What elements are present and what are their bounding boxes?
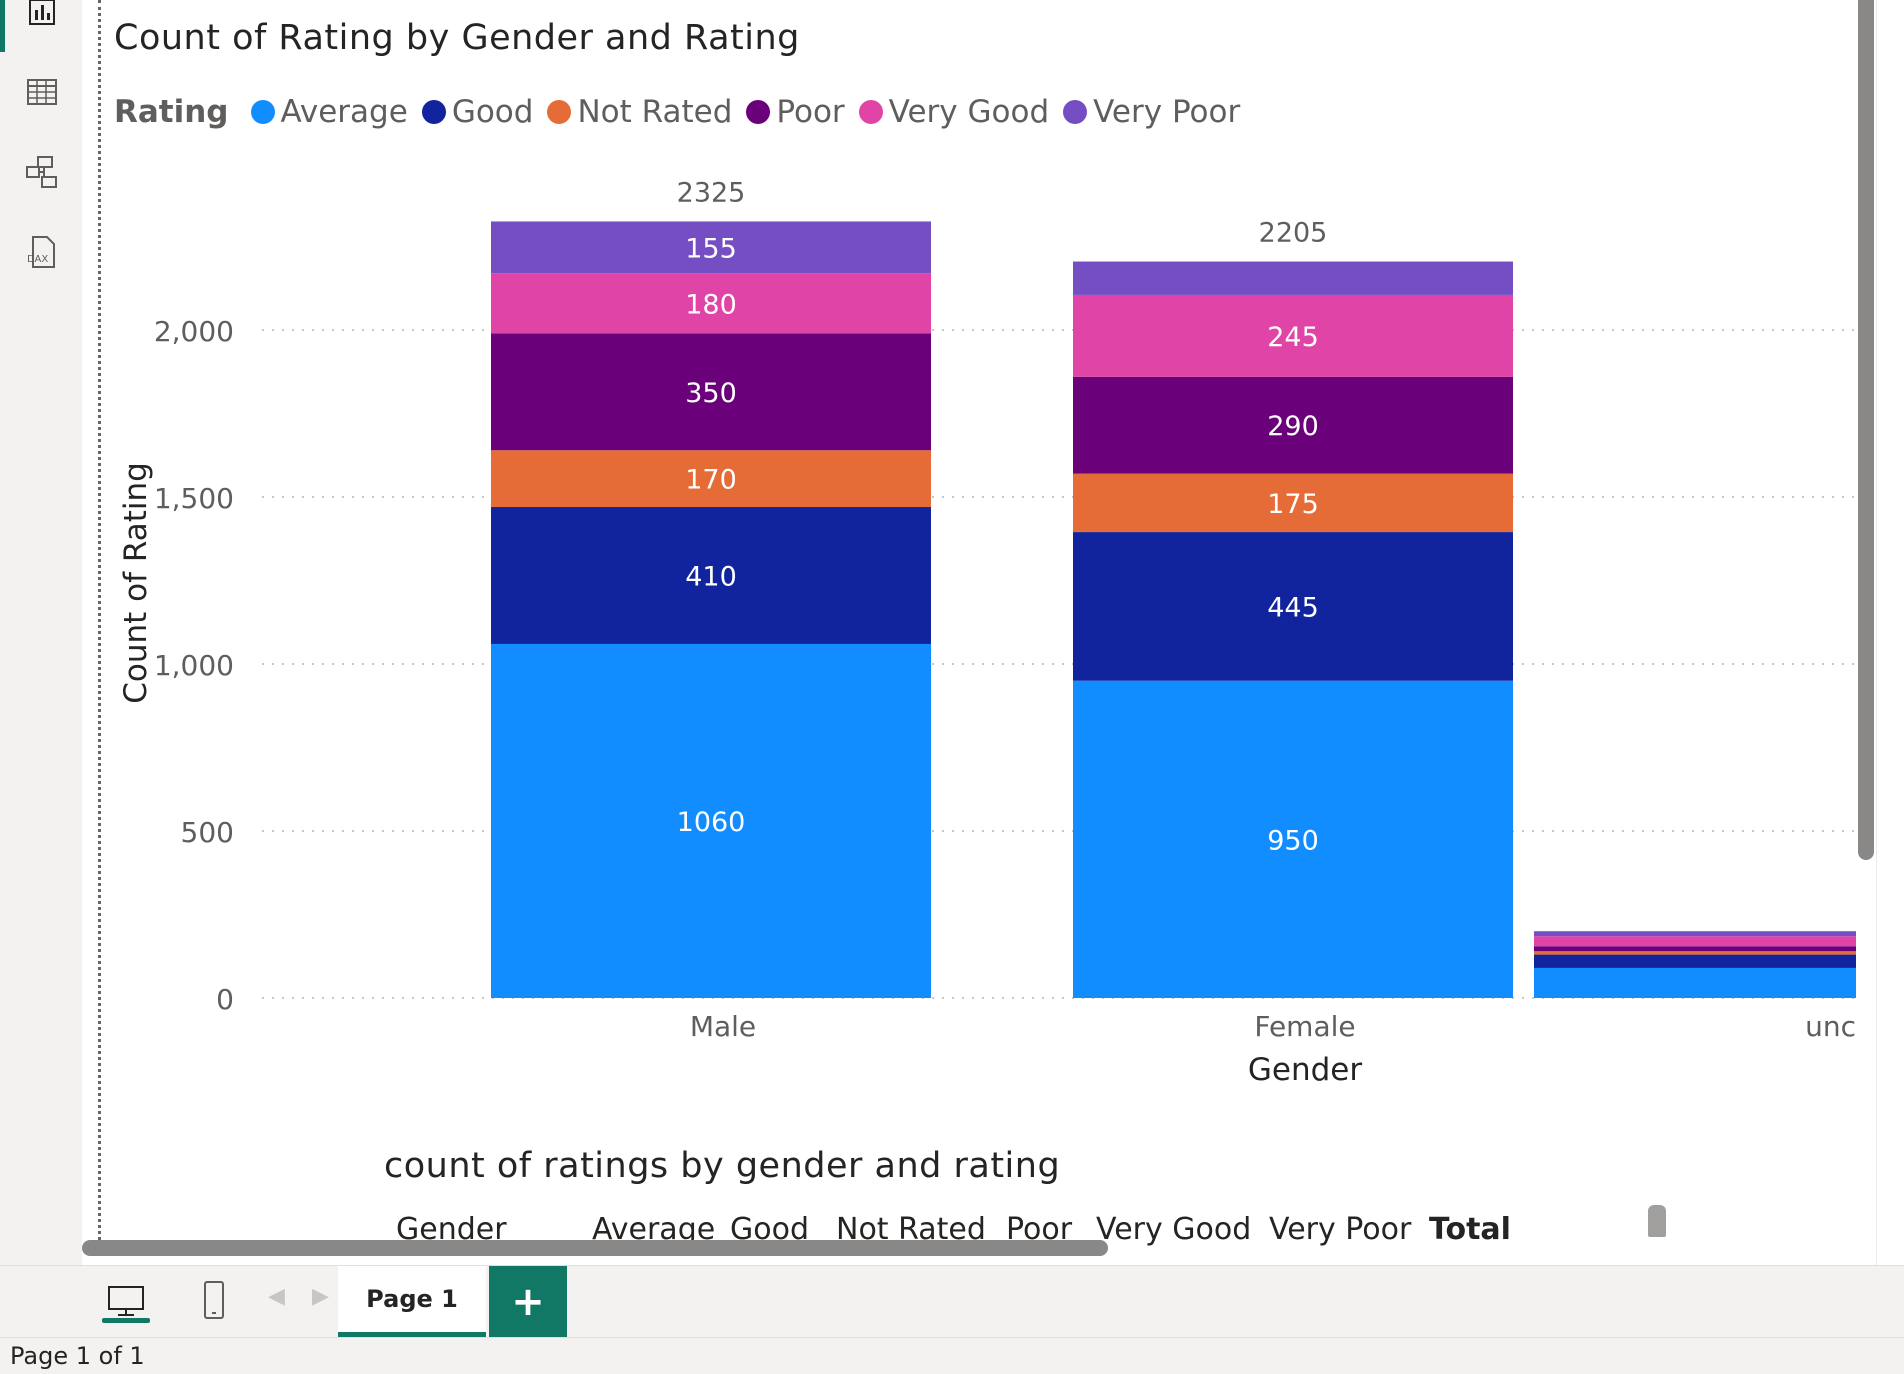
legend-dot-icon [421, 100, 446, 124]
bar-segment [1534, 946, 1856, 952]
legend-item-poor[interactable]: Poor [746, 94, 845, 130]
bar-segment [1534, 967, 1856, 998]
table-scrollbar[interactable] [1648, 1205, 1666, 1237]
desktop-layout-indicator [102, 1318, 150, 1323]
dax-query-icon[interactable]: DAX [20, 230, 64, 274]
legend-title: Rating [114, 94, 229, 130]
bar-segment [1073, 532, 1513, 681]
bar-data-label: 175 [1267, 489, 1319, 520]
y-tick-label: 500 [181, 816, 234, 849]
legend-item-not-rated[interactable]: Not Rated [547, 94, 732, 130]
bar-segment [1534, 931, 1856, 937]
bar-data-label: 170 [685, 465, 737, 496]
legend-item-label: Not Rated [577, 94, 733, 130]
legend-item-average[interactable]: Average [250, 94, 408, 130]
bar-segment [491, 221, 931, 274]
report-view-icon[interactable] [20, 0, 64, 36]
bar-segment [491, 643, 931, 998]
bar-segment [491, 273, 931, 334]
table-title: count of ratings by gender and rating [384, 1146, 1061, 1186]
status-bar: Page 1 of 1 [0, 1337, 1904, 1374]
bar-total-label: 2205 [1259, 218, 1328, 249]
bar-segment [1073, 376, 1513, 474]
bar-segment [491, 507, 931, 644]
legend-dot-icon [547, 100, 572, 124]
y-tick-label: 1,500 [154, 482, 234, 515]
previous-page-arrow-icon[interactable]: ◀ [268, 1284, 285, 1309]
legend-dot-icon [858, 100, 883, 124]
bar-data-label: 1060 [677, 807, 746, 838]
add-page-button[interactable]: + [489, 1266, 567, 1338]
legend-dot-icon [746, 100, 771, 124]
report-canvas [82, 0, 1904, 1265]
legend-dot-icon [250, 100, 275, 124]
bar-data-label: 410 [685, 561, 737, 592]
table-view-icon[interactable] [20, 70, 64, 114]
bar-segment [1534, 936, 1856, 947]
bar-data-label: 290 [1267, 411, 1319, 442]
legend-item-label: Average [280, 94, 408, 130]
page-tabs-bar: ◀ ▶ Page 1 + [0, 1265, 1904, 1338]
legend-item-label: Good [451, 94, 534, 130]
legend-item-label: Poor [776, 94, 845, 130]
table-column-header[interactable]: Very Poor [1269, 1212, 1412, 1247]
desktop-layout-icon[interactable] [101, 1276, 151, 1326]
page-count-status: Page 1 of 1 [10, 1342, 145, 1370]
canvas-boundary [98, 0, 101, 1240]
add-page-icon: + [511, 1279, 545, 1325]
chart-legend: Rating Average Good Not Rated Poor Very … [114, 92, 1254, 132]
bar-segment [1534, 954, 1856, 968]
bar-data-label: 445 [1267, 592, 1319, 623]
bar-segment [1073, 473, 1513, 533]
tab-page-1[interactable]: Page 1 [338, 1266, 486, 1337]
y-axis-title: Count of Rating [118, 462, 154, 704]
view-rail: DAX [0, 0, 83, 1265]
bar-segment [1073, 680, 1513, 998]
x-category-label: Male [690, 1010, 756, 1043]
legend-item-very-poor[interactable]: Very Poor [1063, 94, 1240, 130]
table-column-header[interactable]: Very Good [1096, 1212, 1252, 1247]
y-tick-label: 0 [216, 983, 234, 1016]
bar-data-label: 245 [1267, 322, 1319, 353]
bar-segment [491, 450, 931, 508]
mobile-layout-icon[interactable] [189, 1276, 239, 1326]
table-column-header-total[interactable]: Total [1429, 1212, 1511, 1247]
bar-segment [1073, 261, 1513, 295]
dax-label: DAX [27, 254, 48, 265]
page-tab-label: Page 1 [366, 1285, 458, 1313]
bar-segment [1073, 294, 1513, 377]
legend-item-good[interactable]: Good [421, 94, 534, 130]
x-category-label: unc [1805, 1010, 1856, 1043]
bar-data-label: 155 [685, 233, 737, 264]
legend-dot-icon [1063, 100, 1088, 124]
model-view-icon[interactable] [20, 150, 64, 194]
legend-item-very-good[interactable]: Very Good [858, 94, 1050, 130]
bar-segment [491, 333, 931, 451]
bar-data-label: 350 [685, 378, 737, 409]
bar-segment [1534, 951, 1856, 955]
y-tick-label: 1,000 [154, 649, 234, 682]
horizontal-scrollbar[interactable] [82, 1240, 1108, 1256]
y-tick-label: 2,000 [154, 315, 234, 348]
legend-item-label: Very Good [888, 94, 1050, 130]
bar-total-label: 2325 [677, 177, 746, 208]
active-view-indicator [0, 0, 5, 52]
vertical-scrollbar[interactable] [1858, 0, 1874, 860]
stacked-column-chart: 0 500 1,000 1,500 2,000 Count of Rating 1060 41… [118, 177, 1856, 1088]
chart-title: Count of Rating by Gender and Rating [114, 18, 800, 58]
next-page-arrow-icon[interactable]: ▶ [312, 1284, 329, 1309]
bar-data-label: 950 [1267, 825, 1319, 856]
x-category-label: Female [1254, 1010, 1355, 1043]
x-axis-title: Gender [1248, 1052, 1362, 1088]
right-panel-edge [1876, 0, 1904, 1265]
legend-item-label: Very Poor [1093, 94, 1241, 130]
bar-data-label: 180 [685, 289, 737, 320]
